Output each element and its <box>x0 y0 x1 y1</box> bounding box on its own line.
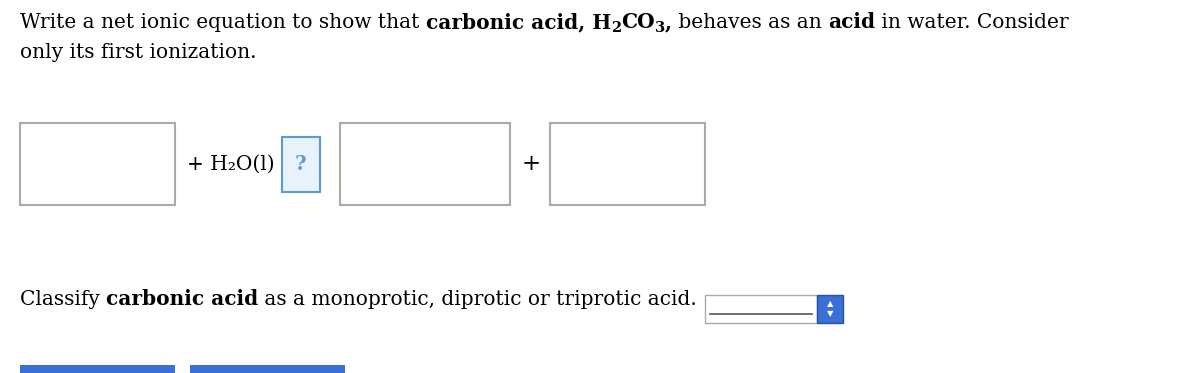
Text: only its first ionization.: only its first ionization. <box>20 43 257 62</box>
Text: Write a net ionic equation to show that: Write a net ionic equation to show that <box>20 13 426 32</box>
Text: +: + <box>522 153 541 175</box>
Text: carbonic acid: carbonic acid <box>107 289 258 309</box>
Bar <box>20 123 175 205</box>
Text: behaves as an: behaves as an <box>672 13 828 32</box>
Bar <box>550 123 706 205</box>
Text: in water. Consider: in water. Consider <box>875 13 1069 32</box>
Text: ?: ? <box>295 154 307 174</box>
Text: ▼: ▼ <box>827 310 834 319</box>
Text: CO: CO <box>622 12 655 32</box>
Text: ,: , <box>665 12 672 32</box>
Bar <box>340 123 510 205</box>
Text: carbonic acid, H: carbonic acid, H <box>426 12 611 32</box>
Bar <box>817 295 844 323</box>
Text: 2: 2 <box>611 21 622 35</box>
Text: + H₂O(l): + H₂O(l) <box>187 154 275 173</box>
Bar <box>282 137 320 191</box>
Bar <box>190 365 346 373</box>
Text: Classify: Classify <box>20 290 107 309</box>
Bar <box>20 365 175 373</box>
Text: ▲: ▲ <box>827 300 834 308</box>
Text: as a monoprotic, diprotic or triprotic acid.: as a monoprotic, diprotic or triprotic a… <box>258 290 697 309</box>
Text: acid: acid <box>828 12 875 32</box>
Text: 3: 3 <box>655 21 665 35</box>
Bar <box>706 295 817 323</box>
